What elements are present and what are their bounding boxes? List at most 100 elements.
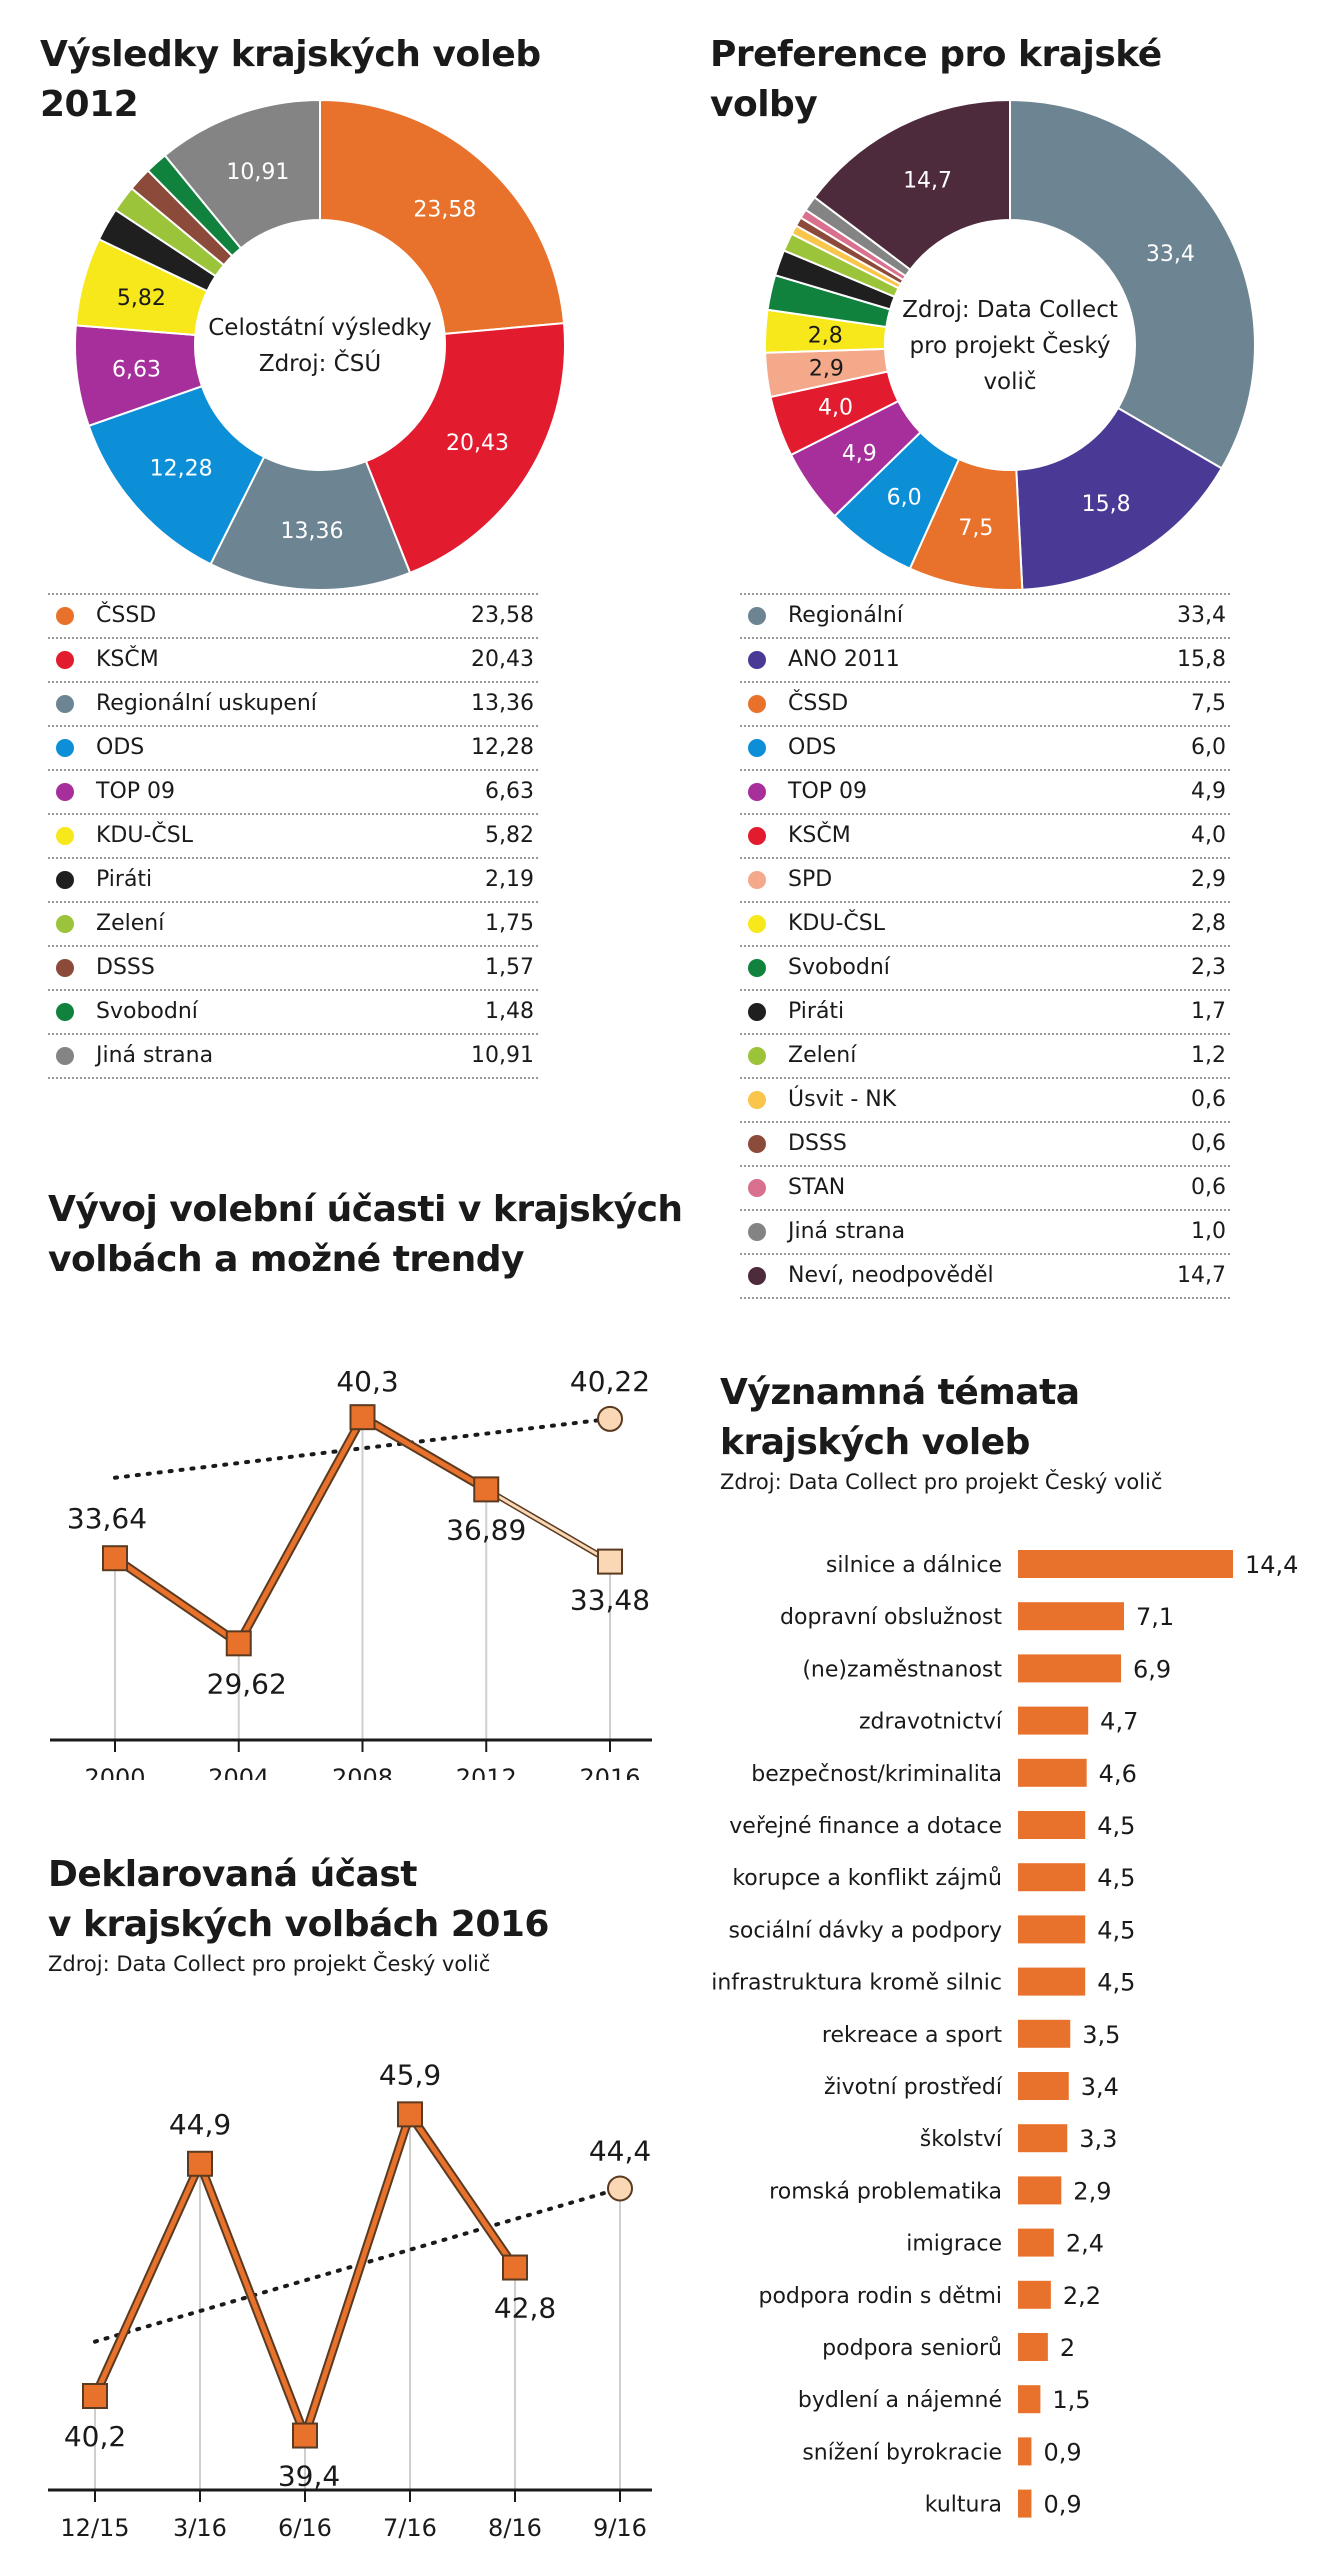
legend-row-kdu-csl: KDU-ČSL 2,8 xyxy=(740,903,1230,947)
bar-category-label: veřejné finance a dotace xyxy=(729,1814,1002,1839)
legend-swatch xyxy=(748,651,766,669)
data-point xyxy=(225,1630,252,1657)
legend-label: Svobodní xyxy=(96,999,198,1024)
bar-category-label: sociální dávky a podpory xyxy=(728,1918,1002,1943)
bar-category-label: bydlení a nájemné xyxy=(798,2388,1002,2413)
slice-label: 13,36 xyxy=(280,519,343,544)
legend-row-jina-strana: Jiná strana 1,0 xyxy=(740,1211,1230,1255)
legend-value: 2,3 xyxy=(1191,955,1226,980)
data-label: 45,9 xyxy=(379,2058,441,2091)
slice-label: 2,9 xyxy=(809,357,844,382)
bar-ne-zamestnanost xyxy=(1018,1654,1122,1683)
bar-value-label: 2,9 xyxy=(1073,2177,1111,2205)
slice-label: 7,5 xyxy=(958,516,993,541)
turnout-chart: 2000 2004 2008 2012 2016 33,64 29,62 40,3 36,89 3… xyxy=(50,1365,652,1780)
legend-row-regionalni-uskupeni: Regionální uskupení 13,36 xyxy=(48,683,538,727)
slice-cssd xyxy=(319,98,566,335)
data-point xyxy=(397,2101,423,2128)
legend-swatch xyxy=(748,695,766,713)
declared-title-line2: v krajských volbách 2016 xyxy=(48,1904,549,1945)
legend-row-top-09: TOP 09 6,63 xyxy=(48,771,538,815)
bar-podpora-senioru xyxy=(1018,2333,1048,2361)
legend-row-top-09: TOP 09 4,9 xyxy=(740,771,1230,815)
bar-silnice-a-dalnice xyxy=(1018,1550,1233,1578)
data-label: 40,2 xyxy=(64,2420,126,2453)
legend-label: KDU-ČSL xyxy=(96,823,193,848)
bar-imigrace xyxy=(1018,2228,1054,2257)
bar-value-label: 4,5 xyxy=(1097,1916,1135,1944)
bar-value-label: 2,4 xyxy=(1066,2230,1104,2258)
trend-end-label: 40,22 xyxy=(570,1365,650,1398)
legend-swatch xyxy=(748,1003,766,1021)
x-tick-label: 2012 xyxy=(456,1764,517,1780)
bar-category-label: imigrace xyxy=(906,2232,1002,2257)
slice-label: 12,28 xyxy=(150,456,213,481)
x-tick-label: 2000 xyxy=(84,1764,145,1780)
donut-center-text: Zdroj: ČSÚ xyxy=(259,349,381,377)
legend-label: Regionální uskupení xyxy=(96,691,317,716)
legend-value: 2,8 xyxy=(1191,911,1226,936)
legend-label: ČSSD xyxy=(788,691,849,716)
results-2012-panel: Výsledky krajských voleb 2012 xyxy=(40,30,600,130)
legend-value: 5,82 xyxy=(485,823,534,848)
legend-label: Svobodní xyxy=(788,955,890,980)
bar-verejne-finance-a-dotace xyxy=(1018,1811,1086,1839)
legend-row-dsss: DSSS 1,57 xyxy=(48,947,538,991)
slice-ano-2011 xyxy=(1015,406,1224,591)
bar-podpora-rodin-s-detmi xyxy=(1018,2280,1051,2309)
legend-label: Úsvit - NK xyxy=(788,1087,897,1112)
bar-category-label: zdravotnictví xyxy=(859,1710,1003,1735)
legend-row-usvit-nk: Úsvit - NK 0,6 xyxy=(740,1079,1230,1123)
bar-value-label: 0,9 xyxy=(1043,2438,1081,2466)
bar-category-label: korupce a konflikt zájmů xyxy=(732,1866,1002,1891)
legend-row-spd: SPD 2,9 xyxy=(740,859,1230,903)
slice-jina-strana xyxy=(163,98,321,250)
legend-row-jina-strana: Jiná strana 10,91 xyxy=(48,1035,538,1079)
legend-value: 6,63 xyxy=(485,779,534,804)
legend-value: 4,0 xyxy=(1191,823,1226,848)
legend-swatch xyxy=(56,607,74,625)
x-tick-label: 3/16 xyxy=(173,2514,227,2542)
legend-label: STAN xyxy=(788,1175,846,1200)
x-tick-label: 2004 xyxy=(208,1764,269,1780)
legend-label: TOP 09 xyxy=(96,779,176,804)
bar-value-label: 4,5 xyxy=(1097,1969,1135,1997)
legend-swatch xyxy=(56,871,74,889)
legend-value: 33,4 xyxy=(1177,603,1226,628)
bar-value-label: 4,7 xyxy=(1100,1708,1138,1736)
legend-swatch xyxy=(748,915,766,933)
series-line xyxy=(113,1414,488,1646)
bar-kultura xyxy=(1018,2489,1032,2518)
legend-swatch xyxy=(748,1135,766,1153)
data-label: 33,64 xyxy=(67,1502,147,1535)
slice-label: 5,82 xyxy=(117,286,166,311)
legend-row-pirati: Piráti 2,19 xyxy=(48,859,538,903)
legend-row-svobodni: Svobodní 2,3 xyxy=(740,947,1230,991)
donut-center-text: Zdroj: Data Collect xyxy=(902,297,1118,323)
bar-snizeni-byrokracie xyxy=(1018,2437,1032,2466)
bar-skolstvi xyxy=(1018,2124,1068,2153)
legend-row-kdu-csl: KDU-ČSL 5,82 xyxy=(48,815,538,859)
data-point xyxy=(502,2254,528,2281)
bar-category-label: podpora rodin s dětmi xyxy=(759,2284,1003,2309)
legend-value: 0,6 xyxy=(1191,1175,1226,1200)
legend-label: ODS xyxy=(788,735,837,760)
bar-value-label: 0,9 xyxy=(1043,2491,1081,2519)
legend-swatch xyxy=(56,739,74,757)
bar-romska-problematika xyxy=(1018,2176,1062,2205)
results-2012-legend: ČSSD 23,58 KSČM 20,43 Regionální uskupení 13,… xyxy=(48,593,538,1079)
data-label: 29,62 xyxy=(207,1667,287,1700)
legend-swatch xyxy=(56,1003,74,1021)
declared-chart: 12/15 3/16 6/16 7/16 8/16 9/16 40,2 44,9 39,4 45,… xyxy=(48,2058,652,2542)
bar-korupce-a-konflikt-zajmu xyxy=(1018,1863,1086,1892)
legend-label: ODS xyxy=(96,735,145,760)
legend-swatch xyxy=(748,1047,766,1065)
data-label: 44,9 xyxy=(169,2108,231,2141)
legend-swatch xyxy=(56,1047,74,1065)
data-point xyxy=(597,1548,623,1575)
bar-category-label: bezpečnost/kriminalita xyxy=(751,1762,1002,1787)
donut-center-text: Celostátní výsledky xyxy=(208,315,432,341)
slice-label: 33,4 xyxy=(1146,242,1195,267)
legend-label: SPD xyxy=(788,867,833,892)
topics-chart: silnice a dálnice 14,4 dopravní obslužnost… xyxy=(711,1550,1298,2519)
